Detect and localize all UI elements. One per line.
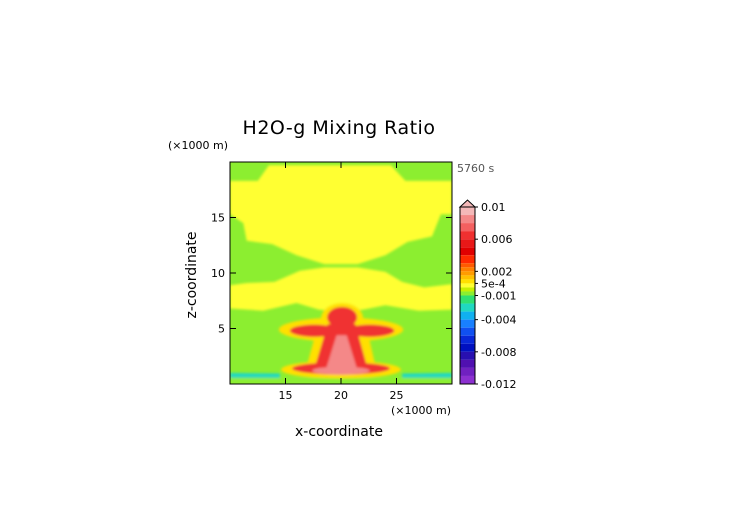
colorbar-level: [460, 239, 475, 248]
colorbar-level: [460, 343, 475, 352]
plume-base-pink: [312, 366, 370, 375]
y-tick-label: 5: [218, 323, 225, 336]
colorbar-extend-max: [458, 199, 477, 208]
x-tick-label: 20: [334, 389, 348, 402]
colorbar-level: [460, 319, 475, 328]
colorbar-level: [460, 295, 475, 304]
surface-dry-band-right: [402, 372, 452, 378]
x-tick-label: 25: [390, 389, 404, 402]
plume-inner-pink: [325, 335, 358, 371]
field-plot: [230, 162, 452, 384]
colorbar-level: [460, 231, 475, 240]
colorbar-level: [460, 303, 475, 312]
colorbar-level: [460, 327, 475, 336]
y-axis: 5 10 15: [211, 212, 452, 336]
colorbar-level: [460, 247, 475, 256]
colorbar-level: [460, 263, 475, 268]
colorbar-level: [460, 271, 475, 276]
colorbar-label: -0.001: [481, 290, 516, 303]
surface-dry-band-left: [230, 372, 280, 378]
y-axis-label: z-coordinate: [184, 231, 200, 318]
plume-cap-core: [327, 306, 358, 328]
colorbar-level: [460, 351, 475, 360]
y-tick-label: 10: [211, 267, 225, 280]
colorbar-level: [460, 207, 475, 216]
colorbar-label: -0.012: [481, 378, 516, 391]
colorbar-label: 0.002: [481, 265, 513, 278]
colorbar-level: [460, 335, 475, 344]
colorbar-level: [460, 359, 475, 368]
y-tick-label: 15: [211, 212, 225, 225]
colorbar-level: [460, 283, 475, 288]
colorbar-level: [460, 223, 475, 232]
x-axis-label: x-coordinate: [295, 424, 383, 440]
colorbar-level: [460, 375, 475, 384]
lower-moist-layer: [230, 267, 452, 312]
x-axis: 15 20 25: [279, 162, 404, 402]
chart-title: H2O-g Mixing Ratio: [243, 117, 436, 139]
x-unit-label: (×1000 m): [391, 404, 451, 417]
colorbar-level: [460, 267, 475, 272]
colorbar-level: [460, 367, 475, 376]
x-tick-label: 15: [279, 389, 293, 402]
colorbar-label: 5e-4: [481, 277, 506, 290]
colorbar-label: -0.004: [481, 314, 516, 327]
colorbar-label: 0.006: [481, 233, 513, 246]
colorbar-level: [460, 275, 475, 280]
upper-moist-layer: [230, 165, 452, 265]
colorbar-label: -0.008: [481, 346, 516, 359]
colorbar-label: 0.01: [481, 201, 506, 214]
time-label: 5760 s: [457, 162, 494, 175]
colorbar-level: [460, 215, 475, 224]
colorbar-level: [460, 291, 475, 296]
colorbar-level: [460, 255, 475, 264]
y-unit-label: (×1000 m): [168, 139, 228, 152]
colorbar-level: [460, 279, 475, 284]
colorbar-level: [460, 287, 475, 292]
colorbar-level: [460, 311, 475, 320]
